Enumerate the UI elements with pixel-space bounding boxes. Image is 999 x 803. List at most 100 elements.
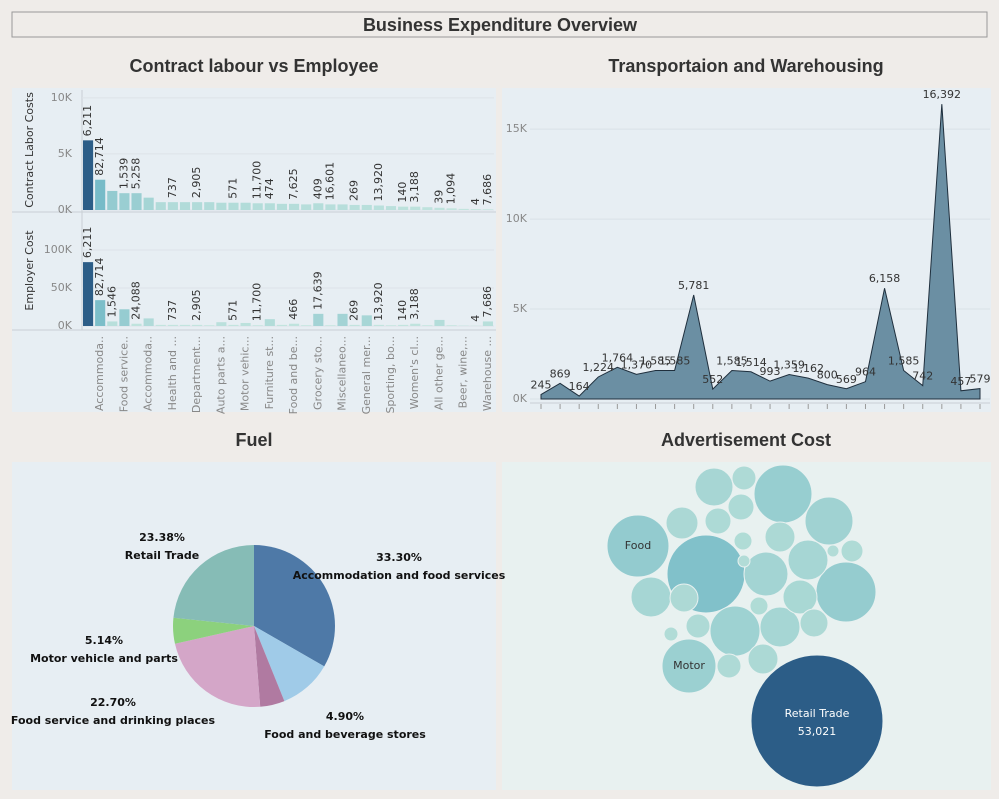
chart-title: Fuel xyxy=(235,430,272,450)
bubble xyxy=(750,597,768,615)
slice-value: 4.90% xyxy=(326,710,364,723)
bar xyxy=(192,202,202,210)
y-tick-label: 0K xyxy=(513,392,528,405)
bar xyxy=(192,325,202,326)
slice-value: 23.38% xyxy=(139,531,185,544)
bar xyxy=(362,205,372,210)
bar xyxy=(398,207,408,210)
x-tick-label: Warehouse ... xyxy=(481,336,494,411)
data-label: 6,211 xyxy=(81,227,94,259)
bar xyxy=(422,325,432,326)
data-label: 140 xyxy=(396,300,409,321)
data-label: 6,211 xyxy=(81,105,94,137)
data-label: 1,094 xyxy=(445,173,458,205)
y-tick-label: 100K xyxy=(44,243,73,256)
bubble xyxy=(664,627,678,641)
data-label: 2,905 xyxy=(190,167,203,199)
bubble xyxy=(788,540,828,580)
data-label: 16,601 xyxy=(323,162,336,201)
x-tick-label: Women's cl... xyxy=(408,336,421,409)
bar xyxy=(422,207,432,210)
bar xyxy=(337,314,347,326)
data-label: 140 xyxy=(396,182,409,203)
data-label: 11,700 xyxy=(251,161,264,200)
bubble xyxy=(717,654,741,678)
bubble xyxy=(754,465,812,523)
data-label: 7,686 xyxy=(481,286,494,318)
bar xyxy=(350,325,360,326)
y-axis-title: Contract Labor Costs xyxy=(23,92,36,208)
data-label: 39 xyxy=(432,190,445,204)
slice-value: 33.30% xyxy=(376,551,422,564)
bubble xyxy=(805,497,853,545)
data-label: 7,625 xyxy=(287,168,300,200)
data-label: 2,905 xyxy=(190,289,203,321)
data-label: 571 xyxy=(226,300,239,321)
bar xyxy=(216,322,226,326)
data-label: 737 xyxy=(166,177,179,198)
y-axis-title: Employer Cost xyxy=(23,230,36,311)
data-label: 1,585 xyxy=(888,354,920,367)
data-label: 13,920 xyxy=(372,282,385,321)
bar xyxy=(447,325,457,326)
bubble xyxy=(705,508,731,534)
slice-value: 5.14% xyxy=(85,634,123,647)
bar xyxy=(144,198,154,210)
bar xyxy=(204,325,214,326)
data-label: 3,188 xyxy=(408,288,421,320)
bubble xyxy=(841,540,863,562)
bar xyxy=(350,205,360,210)
data-label: 1,546 xyxy=(105,286,118,318)
x-tick-label: Department... xyxy=(190,336,203,413)
y-tick-label: 50K xyxy=(51,281,73,294)
bubble-label: Motor xyxy=(673,659,705,672)
bar xyxy=(277,204,287,210)
data-label: 11,700 xyxy=(251,283,264,322)
bar xyxy=(325,325,335,326)
bar xyxy=(301,204,311,210)
data-label: 742 xyxy=(912,370,933,383)
y-tick-label: 10K xyxy=(51,91,73,104)
bar xyxy=(168,202,178,210)
data-label: 16,392 xyxy=(923,88,962,101)
bubble xyxy=(800,609,828,637)
data-label: 737 xyxy=(166,300,179,321)
data-label: 552 xyxy=(702,373,723,386)
slice-name: Accommodation and food services xyxy=(293,569,506,582)
bar xyxy=(180,325,190,326)
chart-title: Contract labour vs Employee xyxy=(129,56,378,76)
bar xyxy=(434,320,444,326)
x-tick-label: All other ge... xyxy=(432,336,445,410)
bar xyxy=(337,204,347,210)
x-tick-label: General mer... xyxy=(360,336,373,414)
x-tick-label: Beer, wine,... xyxy=(457,336,470,408)
bar xyxy=(483,321,493,326)
data-label: 4 xyxy=(469,198,482,205)
bar xyxy=(386,206,396,210)
bar xyxy=(144,318,154,326)
data-label: 1,539 xyxy=(117,158,130,190)
x-tick-label: Furniture st... xyxy=(263,336,276,409)
bubble xyxy=(744,552,788,596)
data-label: 964 xyxy=(855,366,876,379)
bar xyxy=(119,193,129,210)
data-label: 5,781 xyxy=(678,279,710,292)
x-tick-label: Miscellaneo... xyxy=(336,336,349,411)
bar xyxy=(83,262,93,326)
data-label: 1,585 xyxy=(659,354,691,367)
x-tick-label: Motor vehic... xyxy=(239,336,252,411)
bubble xyxy=(666,507,698,539)
bar xyxy=(265,203,275,210)
bar xyxy=(374,206,384,210)
y-tick-label: 5K xyxy=(513,302,528,315)
bar xyxy=(131,193,141,210)
y-tick-label: 10K xyxy=(506,212,528,225)
data-label: 17,639 xyxy=(311,271,324,310)
y-tick-label: 0K xyxy=(58,203,73,216)
x-tick-label: Food and be... xyxy=(287,336,300,414)
bar xyxy=(168,325,178,326)
bubble xyxy=(728,494,754,520)
bubble xyxy=(765,522,795,552)
data-label: 4 xyxy=(469,315,482,322)
